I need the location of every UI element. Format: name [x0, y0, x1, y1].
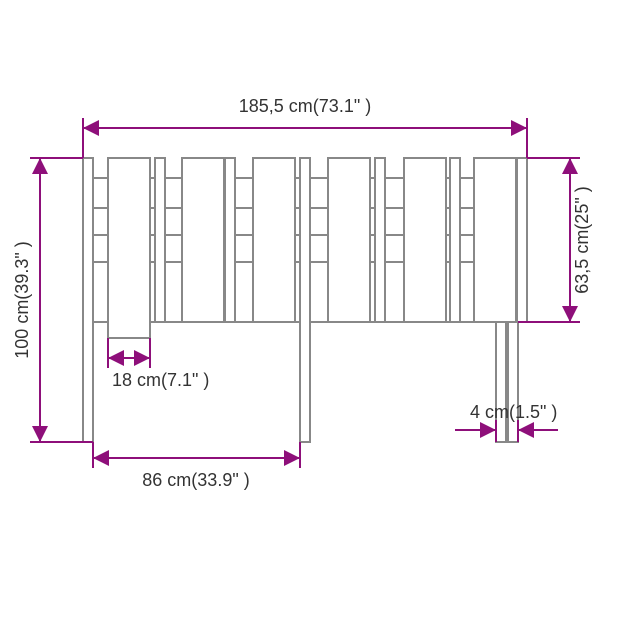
label-section-width: 86 cm(33.9" )	[142, 470, 249, 490]
label-plank-width: 18 cm(7.1" )	[112, 370, 209, 390]
dim-width-top	[83, 118, 527, 158]
label-height-right: 63,5 cm(25" )	[572, 186, 592, 293]
dim-section-width	[93, 442, 300, 468]
label-width-top: 185,5 cm(73.1" )	[239, 96, 371, 116]
dim-plank-width	[108, 338, 150, 368]
label-depth: 4 cm(1.5" )	[470, 402, 557, 422]
label-height-left: 100 cm(39.3" )	[12, 241, 32, 358]
dimension-diagram: 185,5 cm(73.1" ) 100 cm(39.3" ) 63,5 cm(…	[0, 0, 620, 620]
product-drawing	[83, 158, 527, 442]
